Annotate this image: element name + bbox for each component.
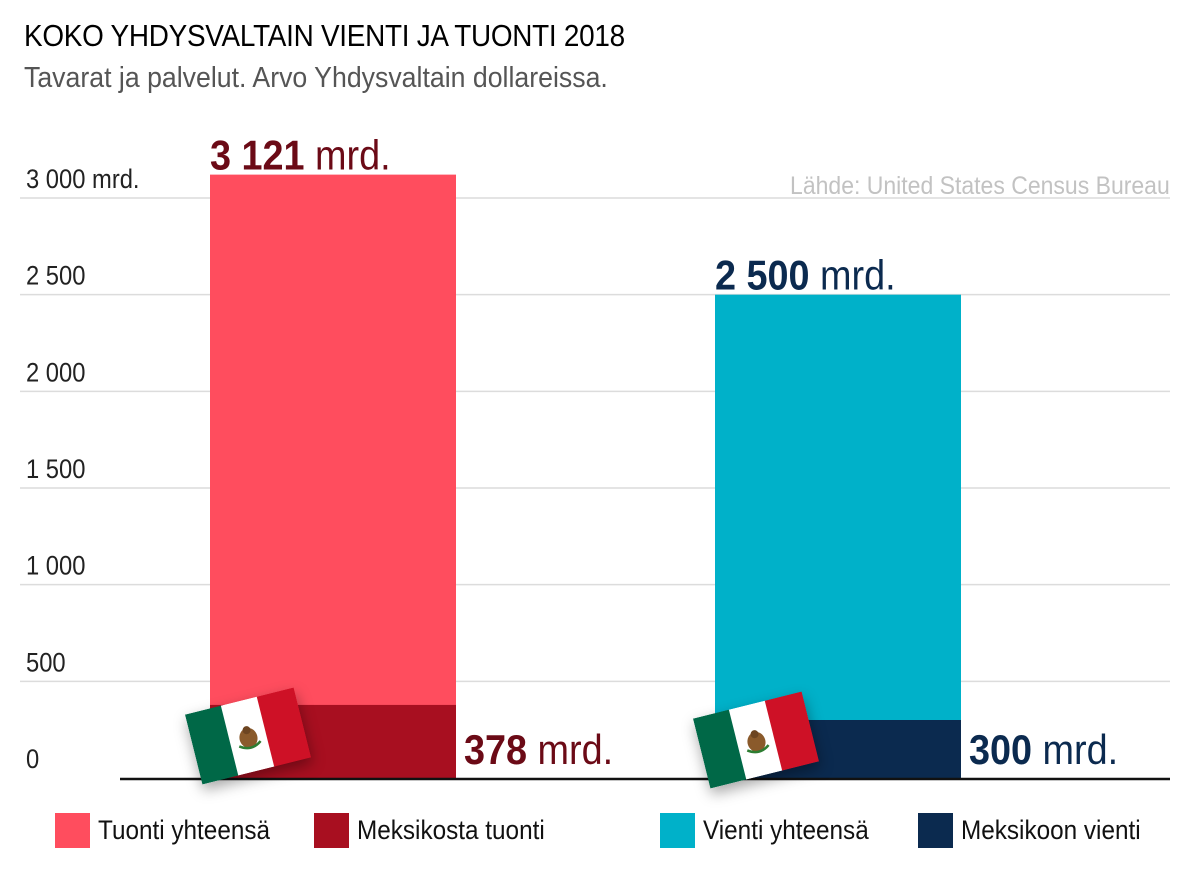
legend-item-tuonti-yhteensa: Tuonti yhteensä [55,810,289,850]
value-number: 300 [969,727,1032,773]
y-tick-label: 3 000 mrd. [26,165,140,195]
bar-total-value-label: 2 500 mrd. [715,253,896,299]
chart-subtitle: Tavarat ja palvelut. Arvo Yhdysvaltain d… [24,62,608,94]
legend-item-vienti-yhteensa: Vienti yhteensä [660,810,887,850]
chart-legend: Tuonti yhteensä Meksikosta tuonti Vienti… [0,810,1198,850]
source-note: Lähde: United States Census Bureau [790,172,1170,200]
chart-title: KOKO YHDYSVALTAIN VIENTI JA TUONTI 2018 [24,18,625,53]
legend-swatch [918,812,953,848]
legend-label: Meksikoon vienti [961,814,1141,845]
value-unit: mrd. [305,133,391,179]
legend-item-meksikosta-tuonti: Meksikosta tuonti [314,810,566,850]
y-tick-label: 1 500 [26,455,85,485]
bar-total [210,174,456,778]
mexico-flag-graphic [184,687,312,785]
y-tick-label: 500 [26,648,66,678]
value-unit: mrd. [1032,727,1118,773]
y-tick-label: 1 000 [26,551,85,581]
bars [210,174,961,778]
bar-total [715,294,961,778]
value-unit: mrd. [527,727,613,773]
mexico-flag-icon [184,687,312,785]
value-number: 2 500 [715,253,810,299]
y-axis-tick-labels: 0 500 1 000 1 500 2 000 2 500 3 000 mrd. [26,165,140,775]
mexico-flag-icon [692,691,820,789]
bar-mexico-value-label: 378 mrd. [464,727,613,773]
y-tick-label: 2 000 [26,358,85,388]
value-number: 378 [464,727,527,773]
bar-mexico-value-label: 300 mrd. [969,727,1118,773]
y-tick-label: 0 [26,745,39,775]
legend-label: Tuonti yhteensä [98,814,271,845]
data-labels: 3 121 mrd.378 mrd.2 500 mrd.300 mrd. [210,133,1118,774]
bar-total-value-label: 3 121 mrd. [210,133,391,179]
legend-item-meksikoon-vienti: Meksikoon vienti [918,810,1161,850]
legend-swatch [660,812,695,848]
y-tick-label: 2 500 [26,261,85,291]
value-number: 3 121 [210,133,305,179]
grid-lines [20,197,1170,683]
value-unit: mrd. [810,253,896,299]
legend-label: Meksikosta tuonti [357,814,545,845]
legend-swatch [314,812,349,848]
legend-swatch [55,812,90,848]
legend-label: Vienti yhteensä [703,814,869,845]
mexico-flag-graphic [692,691,820,789]
